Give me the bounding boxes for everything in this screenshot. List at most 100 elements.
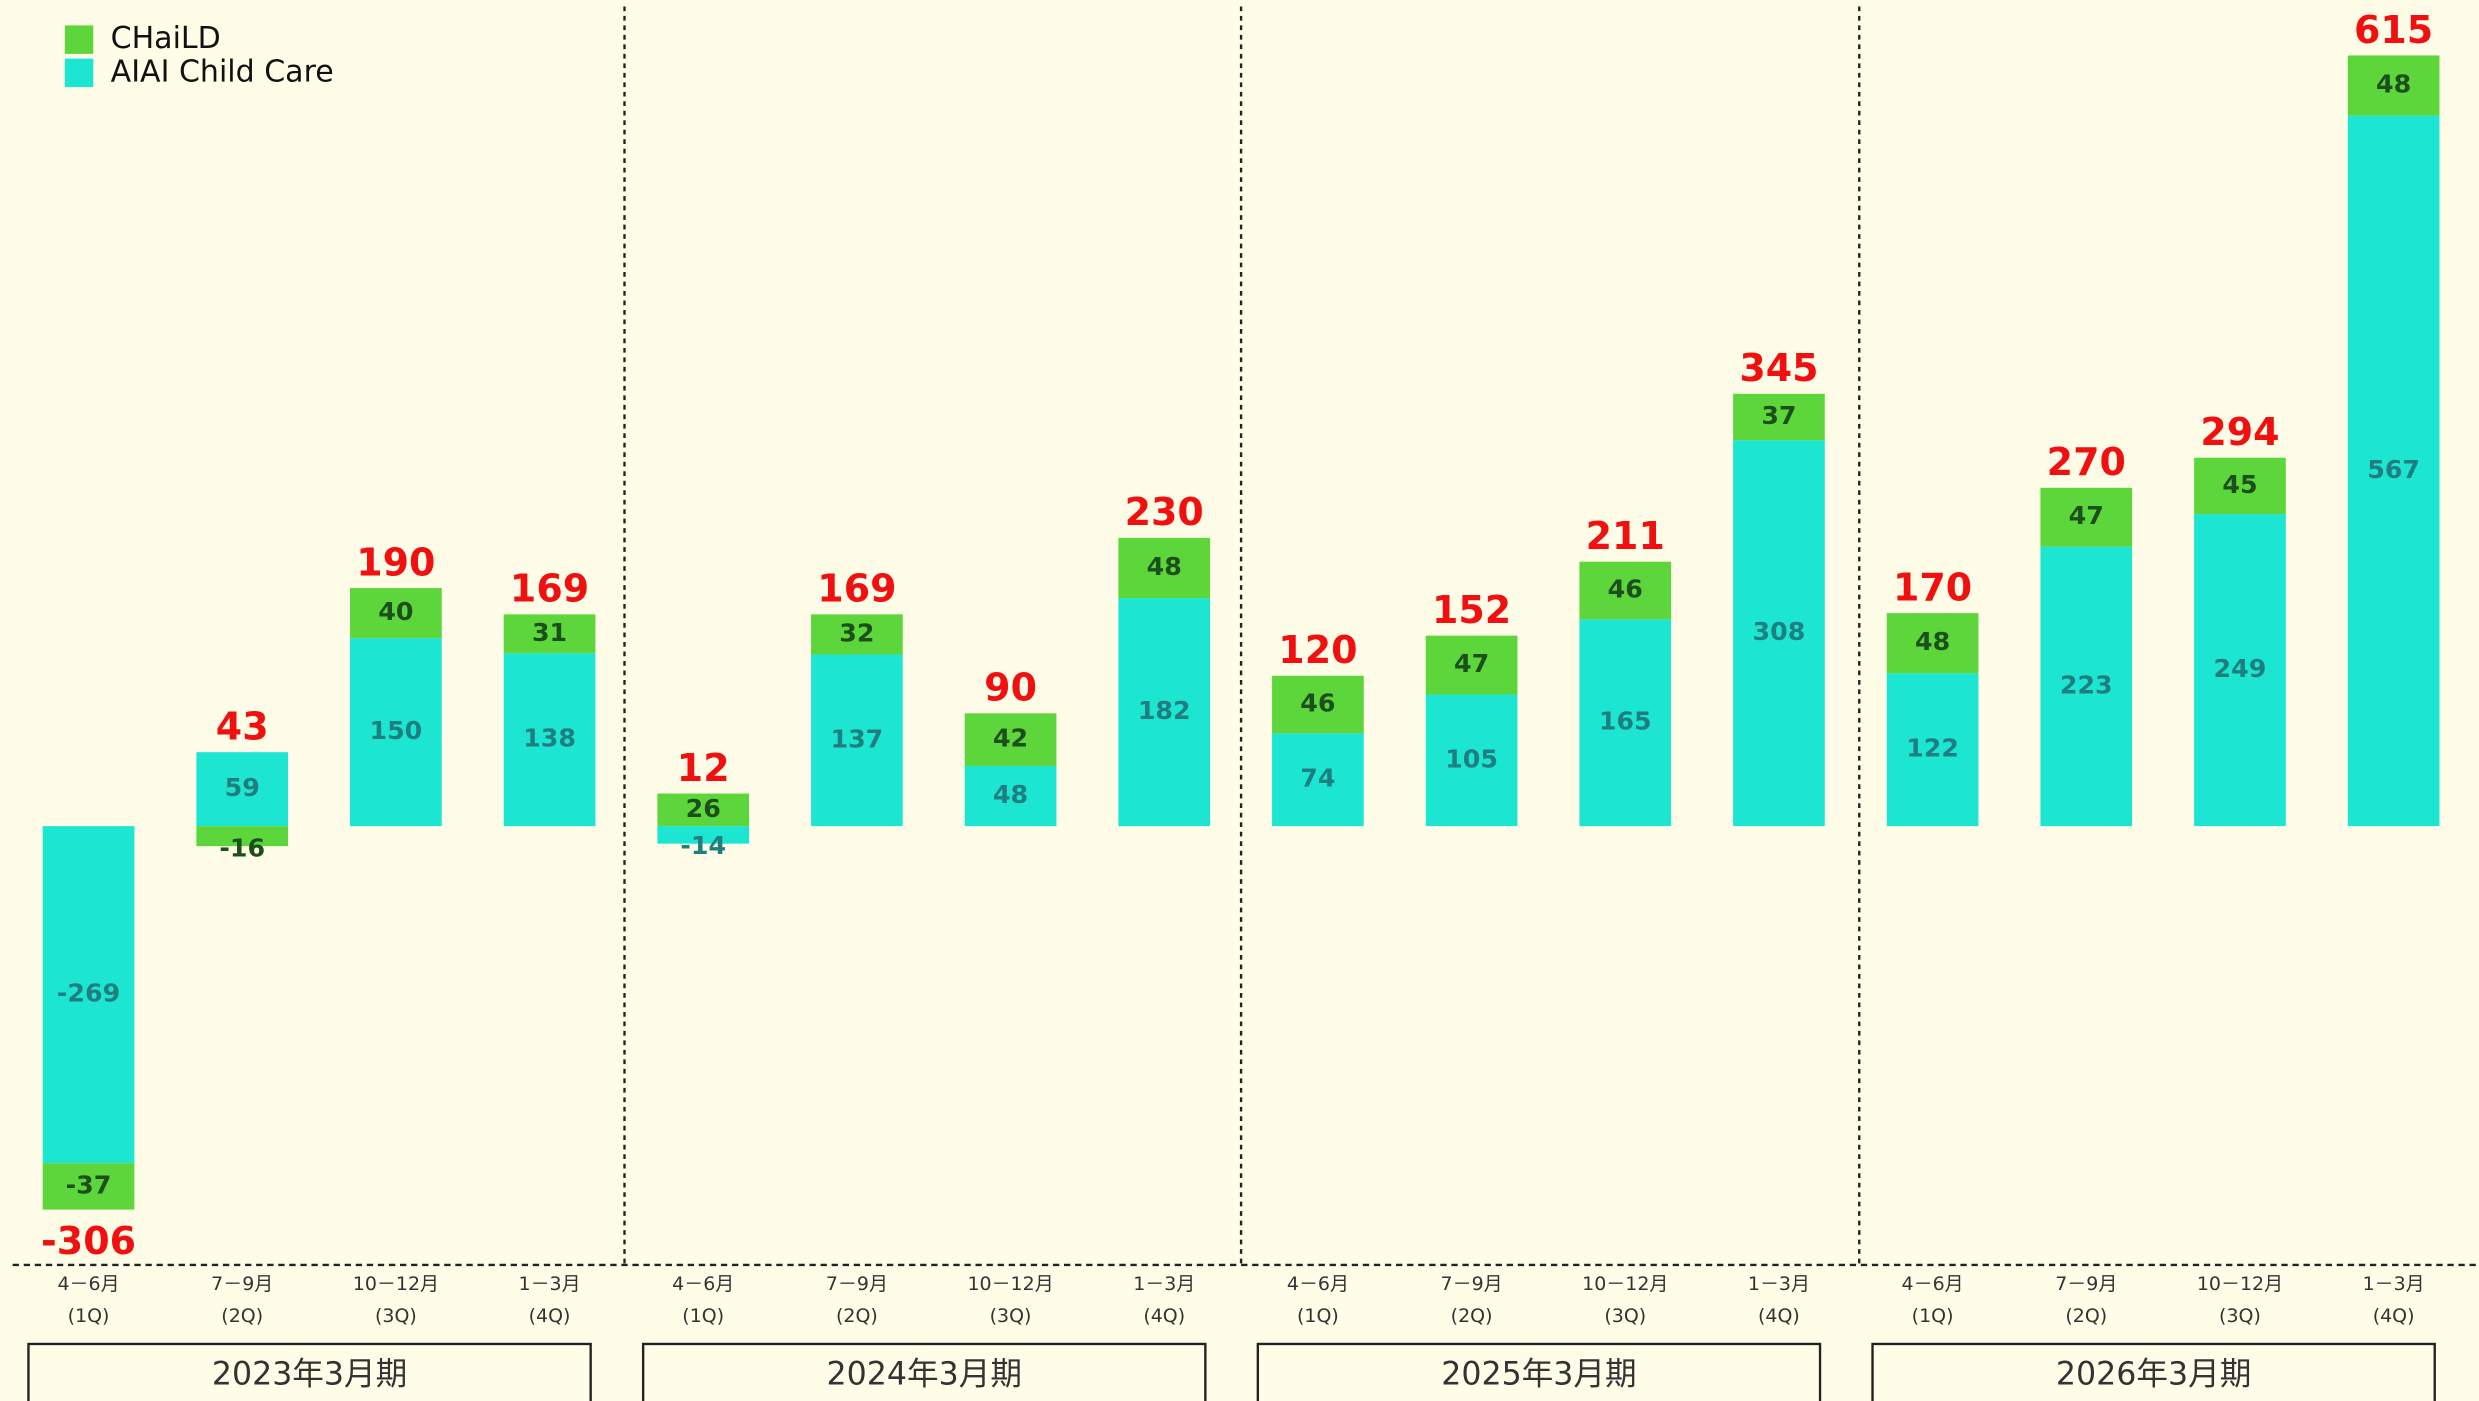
value-label: 308 bbox=[1753, 617, 1806, 646]
x-tick-label: 10－12月 bbox=[353, 1273, 439, 1295]
x-tick-label: (1Q) bbox=[682, 1305, 724, 1327]
bar-segment bbox=[964, 765, 1057, 827]
value-label: 137 bbox=[831, 724, 884, 753]
value-label: 182 bbox=[1138, 696, 1191, 725]
bar-segment bbox=[1425, 694, 1518, 827]
value-label: 47 bbox=[1454, 649, 1489, 678]
total-label: 190 bbox=[356, 540, 435, 584]
value-label: 31 bbox=[532, 618, 567, 647]
x-tick-label: (3Q) bbox=[1604, 1305, 1646, 1327]
value-label: 48 bbox=[1915, 627, 1950, 656]
value-label: 48 bbox=[1147, 552, 1182, 581]
legend-swatch bbox=[64, 25, 94, 54]
x-tick-label: 7－9月 bbox=[211, 1273, 273, 1295]
total-label: 345 bbox=[1739, 346, 1818, 390]
bar-segment bbox=[196, 752, 289, 827]
x-tick-label: 7－9月 bbox=[826, 1273, 888, 1295]
total-label: 270 bbox=[2047, 440, 2126, 484]
x-tick-label: 1－3月 bbox=[1748, 1273, 1810, 1295]
bar-segment bbox=[1733, 393, 1825, 441]
x-tick-label: (2Q) bbox=[1451, 1305, 1493, 1327]
value-label: 48 bbox=[2376, 70, 2411, 99]
x-tick-label: (4Q) bbox=[2373, 1305, 2415, 1327]
group-label: 2026年3月期 bbox=[2056, 1357, 2251, 1393]
x-tick-label: 7－9月 bbox=[1441, 1273, 1503, 1295]
x-tick-label: 10－12月 bbox=[967, 1273, 1053, 1295]
bar-segment bbox=[350, 638, 442, 827]
bar-segment bbox=[811, 614, 903, 655]
x-tick-label: 1－3月 bbox=[1133, 1273, 1195, 1295]
value-label: 42 bbox=[993, 724, 1028, 753]
total-label: 294 bbox=[2200, 410, 2279, 454]
x-tick-label: (2Q) bbox=[2065, 1305, 2107, 1327]
value-label: 46 bbox=[1300, 689, 1335, 718]
x-tick-label: 4－6月 bbox=[1902, 1273, 1964, 1295]
total-label: 230 bbox=[1125, 490, 1204, 534]
x-tick-label: 10－12月 bbox=[1582, 1273, 1668, 1295]
x-tick-label: 4－6月 bbox=[672, 1273, 734, 1295]
bar-segment bbox=[2040, 487, 2133, 547]
bar-segment bbox=[1579, 561, 1672, 620]
x-tick-label: 4－6月 bbox=[57, 1273, 119, 1295]
value-label: 37 bbox=[1761, 401, 1796, 430]
value-label: 48 bbox=[993, 780, 1028, 809]
bar-segment bbox=[2347, 55, 2440, 116]
total-label: 615 bbox=[2354, 8, 2433, 52]
value-label: 74 bbox=[1300, 764, 1335, 793]
bar-segment bbox=[2194, 514, 2286, 827]
bar-segment bbox=[350, 588, 442, 639]
value-label: -37 bbox=[66, 1170, 112, 1199]
x-tick-label: 4－6月 bbox=[1287, 1273, 1349, 1295]
x-tick-label: 1－3月 bbox=[2363, 1273, 2425, 1295]
group-label: 2025年3月期 bbox=[1441, 1357, 1636, 1393]
total-label: 90 bbox=[984, 666, 1037, 710]
bar-segment bbox=[42, 1163, 135, 1210]
x-tick-label: (4Q) bbox=[1758, 1305, 1800, 1327]
value-label: 249 bbox=[2214, 654, 2267, 683]
x-tick-label: (2Q) bbox=[836, 1305, 878, 1327]
total-label: 12 bbox=[677, 746, 730, 790]
bar-segment bbox=[1733, 440, 1825, 827]
group-label: 2024年3月期 bbox=[827, 1357, 1022, 1393]
x-tick-label: (3Q) bbox=[2219, 1305, 2261, 1327]
value-label: 59 bbox=[225, 773, 260, 802]
x-tick-label: (3Q) bbox=[375, 1305, 417, 1327]
x-tick-label: (1Q) bbox=[1297, 1305, 1339, 1327]
bar-segment bbox=[657, 793, 750, 827]
group-box bbox=[641, 1342, 1207, 1401]
bar-segment bbox=[1886, 613, 1979, 674]
group-box bbox=[1871, 1342, 2436, 1401]
bar-segment bbox=[1118, 598, 1211, 827]
x-tick-label: (1Q) bbox=[68, 1305, 110, 1327]
x-tick-label: (3Q) bbox=[990, 1305, 1032, 1327]
bar-segment bbox=[2040, 546, 2133, 827]
legend-label: AIAI Child Care bbox=[111, 54, 334, 89]
x-tick-label: 1－3月 bbox=[519, 1273, 581, 1295]
group-box bbox=[1256, 1342, 1822, 1401]
total-label: 211 bbox=[1586, 514, 1665, 558]
value-label: -269 bbox=[57, 979, 120, 1008]
value-label: 26 bbox=[686, 794, 721, 823]
value-label: 47 bbox=[2069, 501, 2104, 530]
bar-segment bbox=[1272, 733, 1364, 827]
value-label: 105 bbox=[1445, 744, 1498, 773]
value-label: -16 bbox=[219, 833, 265, 862]
group-box bbox=[27, 1342, 592, 1401]
legend-swatch bbox=[64, 58, 94, 88]
x-tick-label: 7－9月 bbox=[2055, 1273, 2117, 1295]
group-label: 2023年3月期 bbox=[212, 1357, 407, 1393]
value-label: -14 bbox=[680, 831, 726, 860]
value-label: 46 bbox=[1608, 575, 1643, 604]
total-label: 169 bbox=[817, 567, 896, 611]
total-label: 120 bbox=[1278, 628, 1357, 672]
total-label: 152 bbox=[1432, 588, 1511, 632]
value-label: 165 bbox=[1599, 707, 1652, 736]
bar-segment bbox=[1579, 619, 1672, 827]
x-tick-label: (2Q) bbox=[221, 1305, 263, 1327]
bar-segment bbox=[42, 826, 135, 1164]
value-label: 138 bbox=[523, 724, 576, 753]
value-label: 223 bbox=[2060, 670, 2113, 699]
value-label: 32 bbox=[839, 618, 874, 647]
bar-segment bbox=[811, 654, 903, 827]
